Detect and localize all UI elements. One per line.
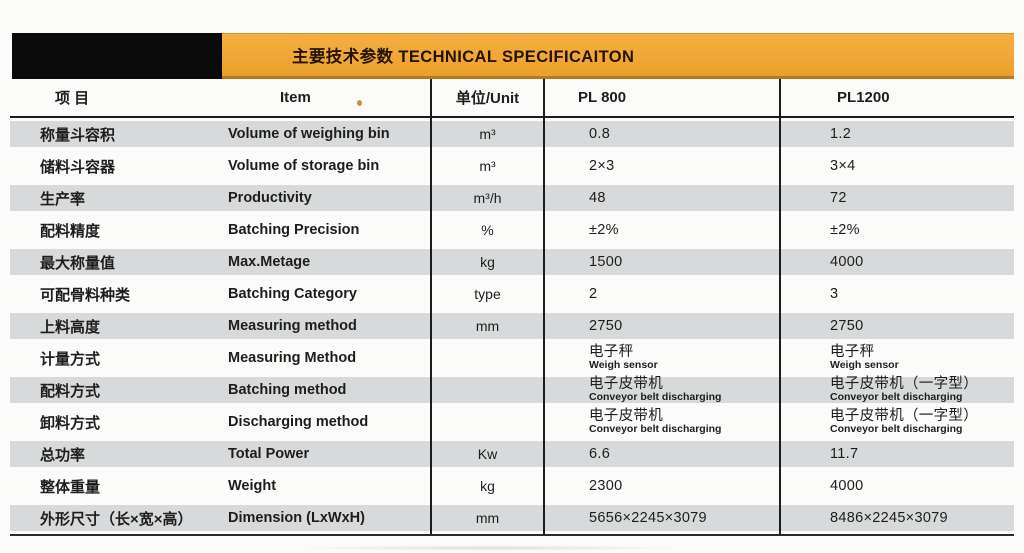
row-unit: mm	[475, 318, 500, 334]
table-row: 配料方式 Batching method 电子皮带机 Conveyor belt…	[10, 374, 1014, 406]
scan-smudge	[290, 545, 690, 551]
row-label-en: Batching Precision	[228, 222, 360, 238]
pl800-subvalue: Conveyor belt discharging	[589, 391, 722, 404]
row-label-cn: 配料方式	[40, 382, 101, 400]
table-row: 卸料方式 Discharging method 电子皮带机 Conveyor b…	[10, 406, 1014, 438]
table-row: 最大称量值 Max.Metage kg 1500 4000	[10, 246, 1014, 278]
row-unit: Kw	[477, 446, 498, 462]
pl800-value: 2300	[589, 478, 623, 494]
pl800-value: ±2%	[589, 222, 619, 238]
row-label-cn: 上料高度	[40, 318, 101, 336]
table-row: 外形尺寸（长×宽×高） Dimension (LxWxH) mm 5656×22…	[10, 502, 1014, 534]
row-label-cn: 总功率	[40, 446, 86, 464]
pl800-value: 48	[589, 190, 606, 206]
row-label-cn: 配料精度	[40, 222, 101, 240]
pl1200-value: 1.2	[830, 126, 852, 142]
pl800-value: 6.6	[589, 446, 611, 462]
table-header-row: 项 目 Item 单位/Unit PL 800 PL1200	[10, 79, 1014, 118]
column-header-pl1200: PL1200	[837, 89, 890, 106]
row-unit: type	[474, 286, 501, 302]
pl800-subvalue: Conveyor belt discharging	[589, 423, 722, 436]
row-label-en: Volume of storage bin	[228, 158, 380, 174]
row-unit: m³	[479, 158, 496, 174]
pl800-value: 电子秤	[589, 344, 634, 361]
pl1200-value: 8486×2245×3079	[830, 510, 948, 526]
pl800-value: 2750	[589, 318, 623, 334]
column-header-pl800: PL 800	[545, 79, 781, 116]
row-unit: kg	[480, 478, 495, 494]
row-label-cn: 可配骨料种类	[40, 286, 131, 304]
pl1200-subvalue: Weigh sensor	[830, 359, 899, 372]
table-row: 可配骨料种类 Batching Category type 2 3	[10, 278, 1014, 310]
pl800-value: 5656×2245×3079	[589, 510, 707, 526]
title-black-block	[12, 33, 222, 79]
pl1200-value: 电子皮带机（一字型）	[830, 408, 978, 425]
table-body: 称量斗容积 Volume of weighing bin m³ 0.8 1.2 …	[10, 118, 1014, 536]
row-label-en: Weight	[228, 478, 277, 494]
row-label-en: Total Power	[228, 446, 310, 462]
row-label-cn: 外形尺寸（长×宽×高）	[40, 510, 193, 528]
row-unit: m³/h	[473, 190, 502, 206]
row-label-cn: 储料斗容器	[40, 158, 116, 176]
column-header-unit: 单位/Unit	[432, 79, 545, 116]
pl1200-value: 电子皮带机（一字型）	[830, 376, 978, 393]
column-header-cn: 项 目	[55, 90, 90, 107]
row-label-en: Productivity	[228, 190, 312, 206]
row-label-en: Dimension (LxWxH)	[228, 510, 365, 526]
pl1200-value: ±2%	[830, 222, 860, 238]
row-unit: m³	[479, 126, 496, 142]
pl1200-value: 电子秤	[830, 344, 875, 361]
print-artifact-dot	[357, 100, 362, 106]
row-unit: kg	[480, 254, 495, 270]
table-row: 储料斗容器 Volume of storage bin m³ 2×3 3×4	[10, 150, 1014, 182]
row-label-en: Batching Category	[228, 286, 357, 302]
table-row: 上料高度 Measuring method mm 2750 2750	[10, 310, 1014, 342]
pl800-value: 0.8	[589, 126, 611, 142]
row-label-cn: 生产率	[40, 190, 86, 208]
table-row: 总功率 Total Power Kw 6.6 11.7	[10, 438, 1014, 470]
pl1200-value: 3×4	[830, 158, 856, 174]
spec-table: 项 目 Item 单位/Unit PL 800 PL1200 称量斗容积 Vol…	[10, 79, 1014, 536]
table-row: 称量斗容积 Volume of weighing bin m³ 0.8 1.2	[10, 118, 1014, 150]
page-title: 主要技术参数 TECHNICAL SPECIFICAITON	[292, 48, 635, 66]
pl1200-value: 72	[830, 190, 847, 206]
row-label-en: Volume of weighing bin	[228, 126, 390, 142]
pl800-subvalue: Weigh sensor	[589, 359, 658, 372]
title-band: 主要技术参数 TECHNICAL SPECIFICAITON	[12, 33, 1014, 79]
pl800-value: 电子皮带机	[589, 376, 663, 393]
row-label-cn: 称量斗容积	[40, 126, 116, 144]
pl800-value: 2×3	[589, 158, 615, 174]
pl800-value: 电子皮带机	[589, 408, 663, 425]
pl800-value: 2	[589, 286, 598, 302]
table-row: 计量方式 Measuring Method 电子秤 Weigh sensor 电…	[10, 342, 1014, 374]
title-yellow-band: 主要技术参数 TECHNICAL SPECIFICAITON	[222, 33, 1014, 79]
pl1200-subvalue: Conveyor belt discharging	[830, 423, 963, 436]
row-unit: mm	[475, 510, 500, 526]
pl1200-subvalue: Conveyor belt discharging	[830, 391, 963, 404]
table-row: 配料精度 Batching Precision % ±2% ±2%	[10, 214, 1014, 246]
row-label-cn: 计量方式	[40, 350, 101, 368]
row-unit: %	[481, 222, 494, 238]
row-label-en: Measuring method	[228, 318, 357, 334]
row-label-cn: 整体重量	[40, 478, 101, 496]
pl1200-value: 2750	[830, 318, 864, 334]
pl1200-value: 3	[830, 286, 839, 302]
pl1200-value: 4000	[830, 478, 864, 494]
row-label-en: Measuring Method	[228, 350, 357, 366]
row-label-en: Discharging method	[228, 414, 369, 430]
row-label-en: Batching method	[228, 382, 347, 398]
row-label-cn: 最大称量值	[40, 254, 116, 272]
table-row: 生产率 Productivity m³/h 48 72	[10, 182, 1014, 214]
table-row: 整体重量 Weight kg 2300 4000	[10, 470, 1014, 502]
pl1200-value: 4000	[830, 254, 864, 270]
column-header-item: Item	[225, 79, 432, 116]
row-label-cn: 卸料方式	[40, 414, 101, 432]
row-label-en: Max.Metage	[228, 254, 311, 270]
pl1200-value: 11.7	[830, 446, 859, 462]
pl800-value: 1500	[589, 254, 623, 270]
